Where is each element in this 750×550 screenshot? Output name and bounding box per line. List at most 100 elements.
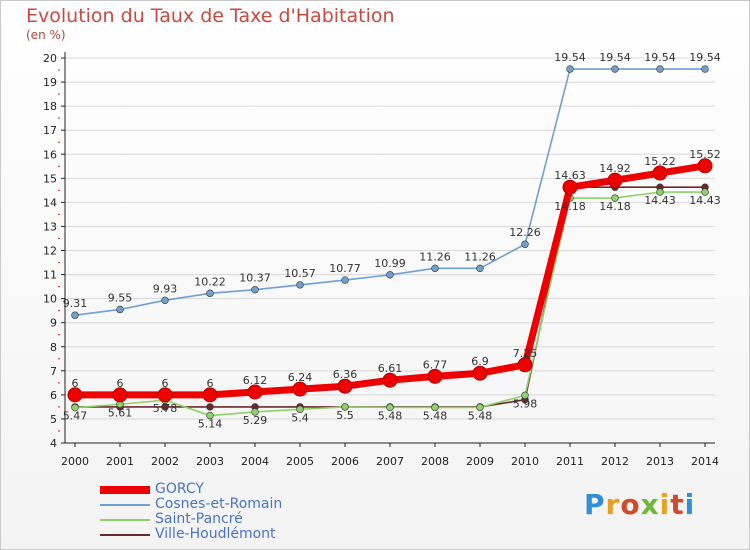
data-point <box>431 403 439 412</box>
y-tick-label: 5 <box>50 413 57 426</box>
data-point <box>431 264 439 273</box>
data-point <box>116 305 124 314</box>
data-point <box>157 387 173 403</box>
y-tick-label: 16 <box>43 148 57 161</box>
x-tick-label: 2008 <box>421 455 449 468</box>
legend-swatch <box>100 504 150 506</box>
data-point <box>521 391 529 400</box>
data-label: 10.99 <box>374 257 406 270</box>
data-point <box>206 289 214 298</box>
data-label: 15.22 <box>644 155 676 168</box>
data-label: 5.29 <box>243 414 268 427</box>
x-tick-label: 2009 <box>466 455 494 468</box>
data-point <box>161 296 169 305</box>
data-label: 9.93 <box>153 282 178 295</box>
data-point <box>517 357 533 373</box>
y-tick-label: 10 <box>43 293 57 306</box>
y-tick-label: 19 <box>43 76 57 89</box>
data-point <box>386 271 394 279</box>
data-label: 19.54 <box>689 51 721 64</box>
x-tick-label: 2002 <box>151 455 179 468</box>
data-label: 10.77 <box>329 262 361 275</box>
x-tick-label: 2011 <box>556 455 584 468</box>
data-label: 5.48 <box>378 409 403 422</box>
data-point <box>292 381 308 397</box>
data-point <box>382 372 398 388</box>
data-label: 5.14 <box>198 418 223 431</box>
data-label: 14.18 <box>599 200 631 213</box>
data-label: 5.47 <box>63 410 88 423</box>
y-tick-label: 6 <box>50 389 57 402</box>
data-label: 5.4 <box>291 411 309 424</box>
y-tick-label: 20 <box>43 52 57 65</box>
data-label: 6 <box>117 377 124 390</box>
y-tick-label: 7 <box>50 365 57 378</box>
data-point <box>386 403 394 412</box>
data-label: 14.92 <box>599 162 631 175</box>
data-point <box>521 240 529 248</box>
data-point <box>427 368 443 384</box>
data-label: 6.12 <box>243 374 268 387</box>
x-tick-label: 2003 <box>196 455 224 468</box>
data-label: 19.54 <box>644 51 676 64</box>
data-label: 9.31 <box>63 297 88 310</box>
data-point <box>472 365 488 381</box>
x-tick-label: 2006 <box>331 455 359 468</box>
chart-title: Evolution du Taux de Taxe d'Habitation <box>26 5 395 27</box>
data-point <box>611 65 619 73</box>
data-label: 12.26 <box>509 226 541 239</box>
data-point <box>697 158 713 174</box>
data-point <box>251 408 259 416</box>
data-point <box>566 65 574 73</box>
data-label: 5.98 <box>513 397 538 410</box>
y-tick-label: 9 <box>50 317 57 330</box>
legend-swatch <box>100 534 150 536</box>
data-label: 9.55 <box>108 291 133 304</box>
y-tick-label: 11 <box>43 269 57 282</box>
data-point <box>202 387 218 403</box>
data-label: 6 <box>207 377 214 390</box>
data-label: 6 <box>72 377 79 390</box>
data-point <box>611 194 619 202</box>
data-label: 14.63 <box>554 169 586 182</box>
data-point <box>701 65 709 73</box>
legend-label: Saint-Pancré <box>155 511 243 527</box>
data-point <box>476 264 484 273</box>
data-label: 5.61 <box>108 406 133 419</box>
data-label: 6.36 <box>333 368 358 381</box>
x-tick-label: 2000 <box>61 455 89 468</box>
x-tick-label: 2010 <box>511 455 539 468</box>
y-tick-label: 12 <box>43 245 57 258</box>
x-tick-label: 2013 <box>646 455 674 468</box>
x-tick-label: 2007 <box>376 455 404 468</box>
data-label: 14.43 <box>689 194 721 207</box>
data-point <box>476 403 484 412</box>
legend-label: GORCY <box>155 481 204 497</box>
data-label: 6.9 <box>471 355 489 368</box>
data-point <box>296 281 304 289</box>
data-label: 11.26 <box>464 250 496 263</box>
data-label: 14.18 <box>554 200 586 213</box>
data-label: 14.43 <box>644 194 676 207</box>
data-point <box>652 165 668 181</box>
data-point <box>71 311 79 319</box>
data-point <box>251 286 259 294</box>
data-label: 19.54 <box>554 51 586 64</box>
data-label: 6.77 <box>423 358 448 371</box>
data-label: 6 <box>162 377 169 390</box>
data-label: 10.22 <box>194 275 226 288</box>
unit-label: (en %) <box>26 28 66 42</box>
line-chart: 4 5 6 7 8 9 10 11 12 13 14 15 16 17 18 19 20 2000 2001 2002… <box>43 51 721 468</box>
proxiti-logo: Proxiti <box>584 488 696 521</box>
y-tick-label: 15 <box>43 172 57 185</box>
data-label: 15.52 <box>689 148 721 161</box>
x-tick-label: 2004 <box>241 455 269 468</box>
legend-swatch <box>100 486 150 494</box>
x-tick-label: 2005 <box>286 455 314 468</box>
data-label: 10.37 <box>239 272 271 285</box>
data-point <box>71 403 79 412</box>
data-label: 7.25 <box>513 347 538 360</box>
legend-label: Cosnes-et-Romain <box>155 496 283 512</box>
x-tick-label: 2014 <box>691 455 719 468</box>
data-point <box>206 403 214 411</box>
